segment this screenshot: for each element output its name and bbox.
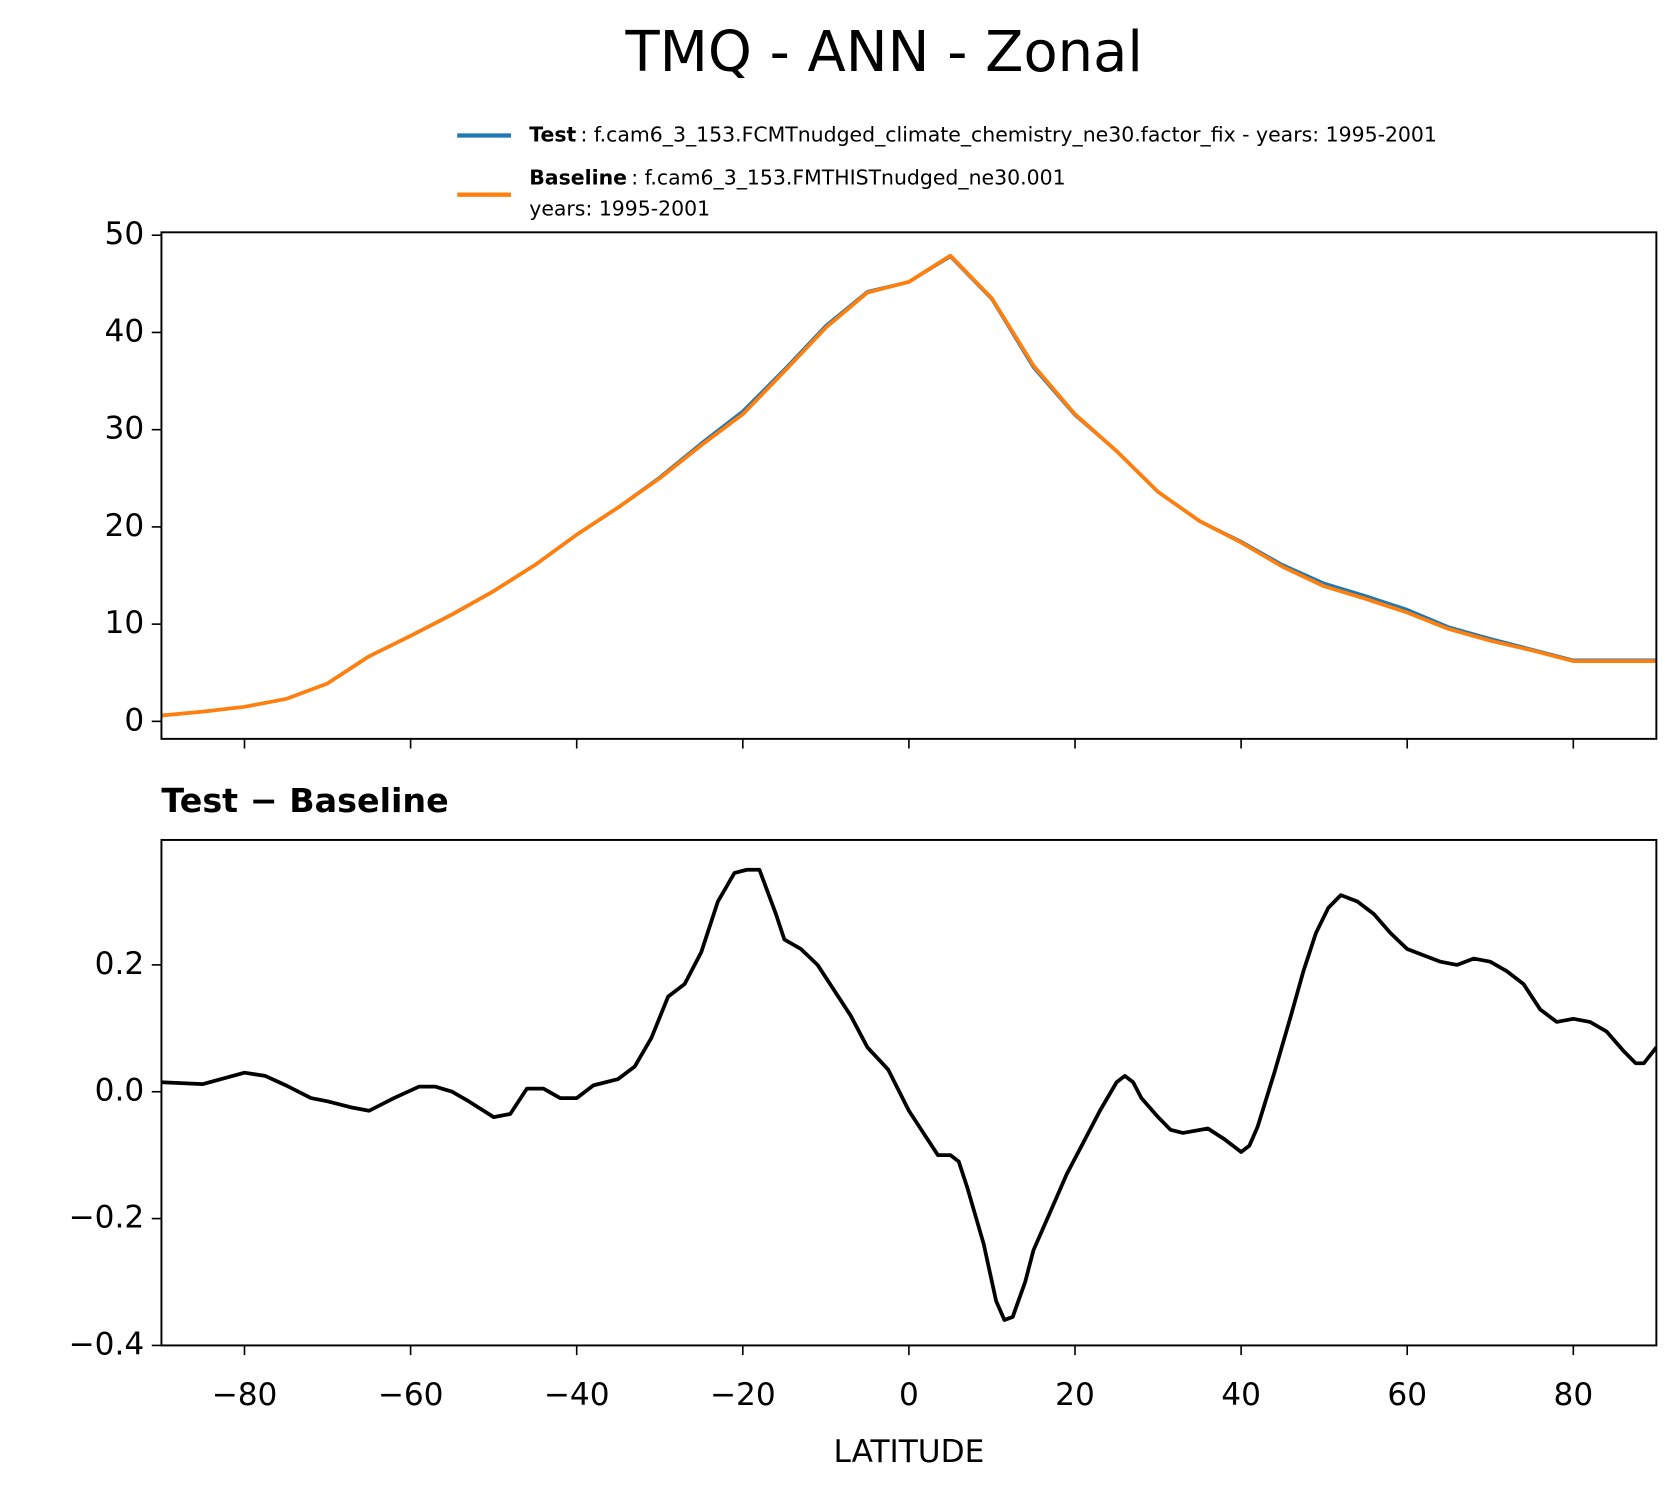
legend-description: years: 1995-2001	[529, 197, 710, 221]
y-tick-label: 10	[105, 605, 145, 641]
series-line	[161, 867, 1657, 1322]
y-tick-label: 0.2	[95, 946, 145, 982]
y-tick-label: −0.4	[69, 1326, 145, 1362]
x-tick-label: −40	[544, 1377, 610, 1413]
x-tick-label: 80	[1553, 1377, 1593, 1413]
legend-description: : f.cam6_3_153.FMTHISTnudged_ne30.001	[631, 166, 1065, 191]
y-tick-label: 0	[124, 702, 144, 738]
y-tick-label: −0.2	[69, 1200, 145, 1236]
legend-name: Test	[529, 123, 576, 147]
x-tick-label: 20	[1055, 1377, 1095, 1413]
figure-title: TMQ - ANN - Zonal	[624, 20, 1142, 85]
legend-entry: Test: f.cam6_3_153.FCMTnudged_climate_ch…	[529, 123, 1437, 148]
x-tick-label: 60	[1387, 1377, 1427, 1413]
legend-name: Baseline	[529, 166, 627, 190]
y-tick-label: 0.0	[95, 1073, 145, 1109]
y-tick-label: 30	[105, 411, 145, 447]
plot-frame	[160, 231, 1658, 740]
y-tick-label: 50	[105, 216, 145, 252]
legend-entry: years: 1995-2001	[529, 197, 710, 221]
plot-frame	[160, 838, 1658, 1347]
x-tick-label: 40	[1221, 1377, 1261, 1413]
x-tick-label: 0	[899, 1377, 919, 1413]
y-tick-label: 20	[105, 508, 145, 544]
x-tick-label: −60	[378, 1377, 444, 1413]
x-tick-label: −80	[212, 1377, 278, 1413]
legend-description: : f.cam6_3_153.FCMTnudged_climate_chemis…	[581, 123, 1437, 148]
x-tick-label: −20	[710, 1377, 776, 1413]
x-axis-label: LATITUDE	[834, 1434, 985, 1470]
legend-entry: Baseline: f.cam6_3_153.FMTHISTnudged_ne3…	[529, 166, 1065, 191]
y-tick-label: 40	[105, 313, 145, 349]
subplot-title: Test − Baseline	[161, 781, 448, 820]
series-line	[161, 253, 1657, 718]
